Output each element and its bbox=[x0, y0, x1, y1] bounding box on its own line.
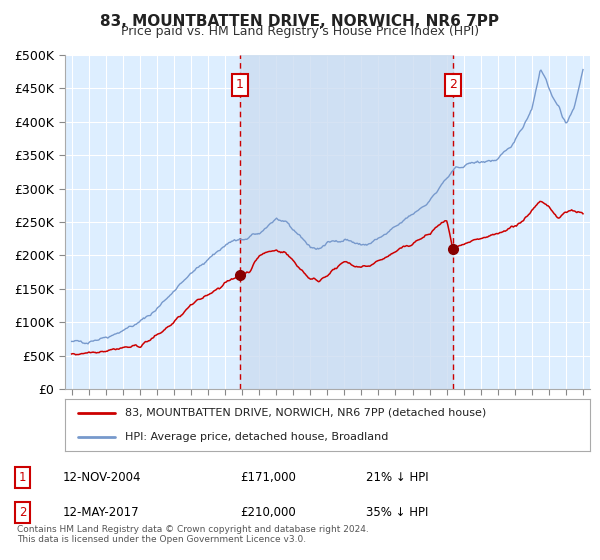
Text: 2: 2 bbox=[19, 506, 26, 519]
Text: Price paid vs. HM Land Registry's House Price Index (HPI): Price paid vs. HM Land Registry's House … bbox=[121, 25, 479, 38]
Text: 12-NOV-2004: 12-NOV-2004 bbox=[63, 471, 142, 484]
Text: £171,000: £171,000 bbox=[240, 471, 296, 484]
Bar bbox=[240, 55, 453, 389]
Text: 21% ↓ HPI: 21% ↓ HPI bbox=[366, 471, 428, 484]
Text: 1: 1 bbox=[236, 78, 244, 91]
Text: 35% ↓ HPI: 35% ↓ HPI bbox=[366, 506, 428, 519]
Text: 1: 1 bbox=[19, 471, 26, 484]
Text: 2: 2 bbox=[449, 78, 457, 91]
Text: 83, MOUNTBATTEN DRIVE, NORWICH, NR6 7PP (detached house): 83, MOUNTBATTEN DRIVE, NORWICH, NR6 7PP … bbox=[125, 408, 487, 418]
Text: £210,000: £210,000 bbox=[240, 506, 296, 519]
Text: 83, MOUNTBATTEN DRIVE, NORWICH, NR6 7PP: 83, MOUNTBATTEN DRIVE, NORWICH, NR6 7PP bbox=[101, 14, 499, 29]
Text: HPI: Average price, detached house, Broadland: HPI: Average price, detached house, Broa… bbox=[125, 432, 389, 442]
Text: Contains HM Land Registry data © Crown copyright and database right 2024.
This d: Contains HM Land Registry data © Crown c… bbox=[17, 525, 368, 544]
Text: 12-MAY-2017: 12-MAY-2017 bbox=[63, 506, 140, 519]
